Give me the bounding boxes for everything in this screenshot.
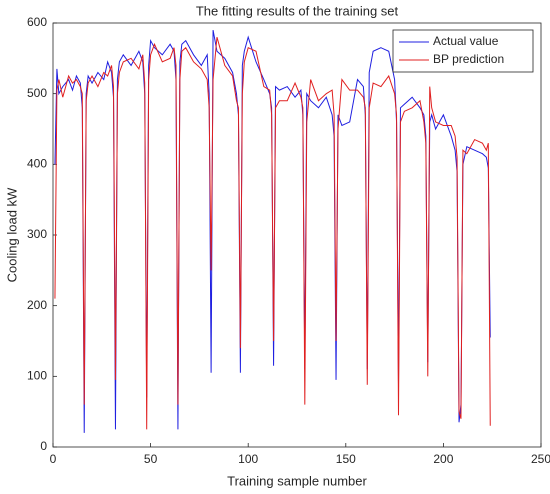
y-tick-label: 600 — [27, 15, 47, 29]
y-axis-label: Cooling load kW — [4, 187, 19, 282]
y-tick-label: 200 — [27, 298, 47, 312]
legend-label: Actual value — [433, 34, 499, 48]
x-tick-label: 0 — [50, 452, 57, 466]
y-tick-label: 400 — [27, 157, 47, 171]
legend-box — [392, 29, 534, 73]
x-axis-label: Training sample number — [227, 473, 367, 488]
x-tick-label: 50 — [144, 452, 158, 466]
x-tick-label: 250 — [531, 452, 550, 466]
y-tick-label: 300 — [27, 227, 47, 241]
y-tick-label: 100 — [27, 369, 47, 383]
x-tick-label: 150 — [336, 452, 356, 466]
y-tick-label: 500 — [27, 86, 47, 100]
legend-label: BP prediction — [433, 52, 504, 66]
x-tick-label: 200 — [433, 452, 453, 466]
chart-title: The fitting results of the training set — [196, 3, 399, 18]
data-line — [54, 36, 491, 430]
x-tick-label: 100 — [238, 452, 258, 466]
data-line — [54, 29, 491, 433]
y-tick-label: 0 — [40, 439, 47, 453]
